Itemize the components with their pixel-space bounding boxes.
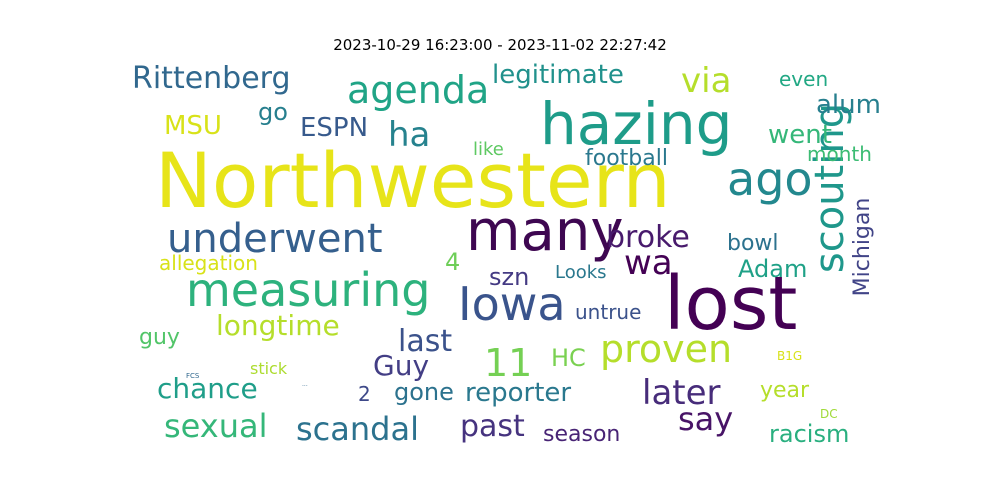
word-guy: Guy — [373, 349, 429, 382]
word-wa: wa — [624, 243, 673, 283]
word-ha: ha — [388, 115, 430, 155]
word-reporter: reporter — [465, 378, 571, 408]
word-chance: chance — [157, 372, 258, 405]
word-last: last — [398, 324, 452, 359]
word-ago: ago — [727, 152, 813, 206]
word-looks: Looks — [555, 262, 607, 283]
word-sexual: sexual — [164, 407, 268, 445]
word-dc: DC — [820, 407, 838, 421]
word-4: 4 — [445, 248, 460, 276]
word-football: football — [585, 146, 668, 171]
word-underwent: underwent — [167, 216, 383, 262]
chart-title: 2023-10-29 16:23:00 - 2023-11-02 22:27:4… — [333, 36, 667, 54]
word-season: season — [543, 422, 620, 447]
word-racism: racism — [769, 420, 849, 448]
word-szn: szn — [489, 263, 529, 291]
word-scouting: scouting — [807, 103, 853, 273]
word-hazing: hazing — [540, 90, 732, 158]
word-even: even — [779, 67, 828, 91]
word-bowl: bowl — [727, 231, 779, 256]
word-alum: alum — [816, 90, 881, 120]
word-11: 11 — [484, 341, 532, 385]
word-past: past — [460, 409, 525, 444]
word-longtime: longtime — [216, 309, 340, 342]
word-msu: MSU — [164, 111, 222, 141]
word-lost: lost — [664, 261, 797, 347]
word-proven: proven — [600, 327, 732, 371]
word-espn: ESPN — [300, 113, 368, 143]
word-broke: broke — [606, 220, 690, 255]
word-hc: HC — [551, 344, 586, 372]
word-b1g: B1G — [777, 349, 802, 363]
word-month: month — [807, 142, 872, 166]
word-year: year — [760, 378, 810, 403]
word-legitimate: legitimate — [492, 60, 624, 90]
word-ellipsis: ... — [302, 381, 308, 388]
word-untrue: untrue — [575, 300, 641, 324]
word-rittenberg: Rittenberg — [132, 61, 291, 96]
word-go: go — [258, 98, 288, 126]
word-measuring: measuring — [186, 263, 430, 317]
word-iowa: Iowa — [458, 277, 566, 331]
word-gone: gone — [394, 378, 454, 406]
word-michigan: Michigan — [850, 198, 875, 297]
word-northwestern: Northwestern — [155, 136, 671, 225]
word-via: via — [681, 61, 731, 101]
word-agenda: agenda — [347, 68, 489, 112]
word-fcs: FCS — [186, 372, 200, 380]
word-2: 2 — [358, 382, 371, 406]
word-say: say — [678, 400, 733, 438]
word-later: later — [642, 373, 721, 413]
word-many: many — [466, 199, 624, 264]
word-went: went — [768, 120, 832, 150]
word-scandal: scandal — [296, 410, 419, 448]
word-guy: guy — [139, 325, 180, 350]
word-allegation: allegation — [159, 251, 258, 275]
word-stick: stick — [250, 359, 288, 378]
word-adam: Adam — [738, 255, 807, 283]
word-like: like — [473, 139, 504, 160]
